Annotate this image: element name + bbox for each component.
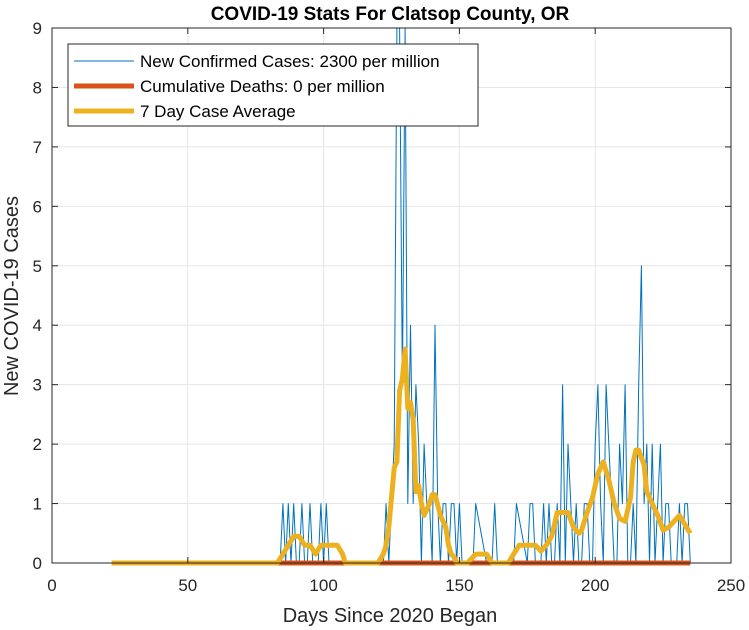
legend-label-new-cases: New Confirmed Cases: 2300 per million [140,52,440,71]
x-tick-label: 200 [581,576,609,595]
x-axis-label: Days Since 2020 Began [283,605,498,627]
tick-labels: 0 50 100 150 200 250 0 1 2 3 4 5 6 7 8 9 [33,19,746,595]
y-tick-label: 0 [33,554,42,573]
chart-title: COVID-19 Stats For Clatsop County, OR [211,4,570,25]
y-tick-label: 9 [33,19,42,38]
legend-box [67,43,479,127]
axes-box [51,27,732,564]
y-axis-label: New COVID-19 Cases [1,196,23,396]
y-tick-label: 2 [33,435,42,454]
y-tick-label: 7 [33,138,42,157]
y-tick-label: 8 [33,78,42,97]
axes [51,27,732,564]
y-tick-label: 6 [33,197,42,216]
legend-label-deaths: Cumulative Deaths: 0 per million [140,77,385,96]
x-tick-label: 0 [47,576,56,595]
y-tick-label: 3 [33,376,42,395]
x-tick-label: 50 [178,576,197,595]
x-tick-label: 100 [309,576,337,595]
y-tick-label: 4 [33,316,42,335]
y-tick-label: 1 [33,495,42,514]
legend-label-average: 7 Day Case Average [140,102,296,121]
x-tick-label: 150 [445,576,473,595]
legend: New Confirmed Cases: 2300 per million Cu… [67,43,479,127]
x-tick-label: 250 [717,576,745,595]
y-tick-label: 5 [33,257,42,276]
